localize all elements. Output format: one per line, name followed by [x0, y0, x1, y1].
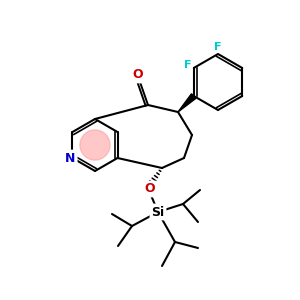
Text: Si: Si — [152, 206, 165, 218]
Polygon shape — [178, 94, 196, 112]
Text: O: O — [133, 68, 143, 82]
Text: N: N — [65, 152, 76, 164]
Circle shape — [80, 130, 110, 160]
Text: F: F — [214, 42, 222, 52]
Text: F: F — [184, 59, 191, 70]
Text: O: O — [145, 182, 155, 196]
